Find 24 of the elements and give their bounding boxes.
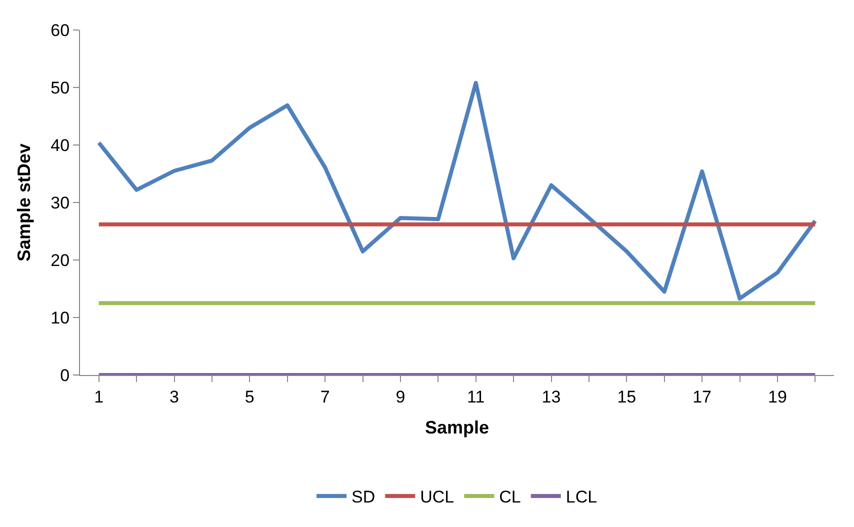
y-tick-label: 20 bbox=[50, 250, 70, 270]
x-tick-label: 15 bbox=[617, 387, 636, 406]
line-series bbox=[96, 80, 818, 301]
x-tick-label: 1 bbox=[94, 387, 104, 406]
legend-label: UCL bbox=[420, 488, 454, 507]
x-axis-title: Sample bbox=[424, 418, 490, 438]
x-tick-label: 13 bbox=[542, 387, 561, 406]
y-tick-label: 50 bbox=[50, 78, 70, 98]
x-tick-label: 7 bbox=[320, 387, 330, 406]
legend-label: CL bbox=[499, 488, 521, 507]
x-tick-label: 19 bbox=[768, 387, 787, 406]
legend-label: LCL bbox=[566, 488, 598, 507]
x-tick-label: 9 bbox=[396, 387, 406, 406]
y-tick-label: 0 bbox=[60, 366, 70, 385]
y-axis-title: Sample stDev bbox=[14, 143, 34, 262]
y-tick-label: 10 bbox=[50, 308, 70, 328]
y-tick-label: 30 bbox=[50, 193, 70, 212]
x-tick-label: 3 bbox=[170, 387, 179, 406]
y-tick-label: 40 bbox=[50, 136, 70, 155]
x-tick-label: 5 bbox=[244, 387, 254, 406]
x-tick-label: 11 bbox=[467, 387, 485, 406]
y-tick-label: 60 bbox=[50, 20, 70, 40]
legend-label: SD bbox=[352, 488, 376, 507]
x-tick-label: 17 bbox=[692, 387, 712, 406]
